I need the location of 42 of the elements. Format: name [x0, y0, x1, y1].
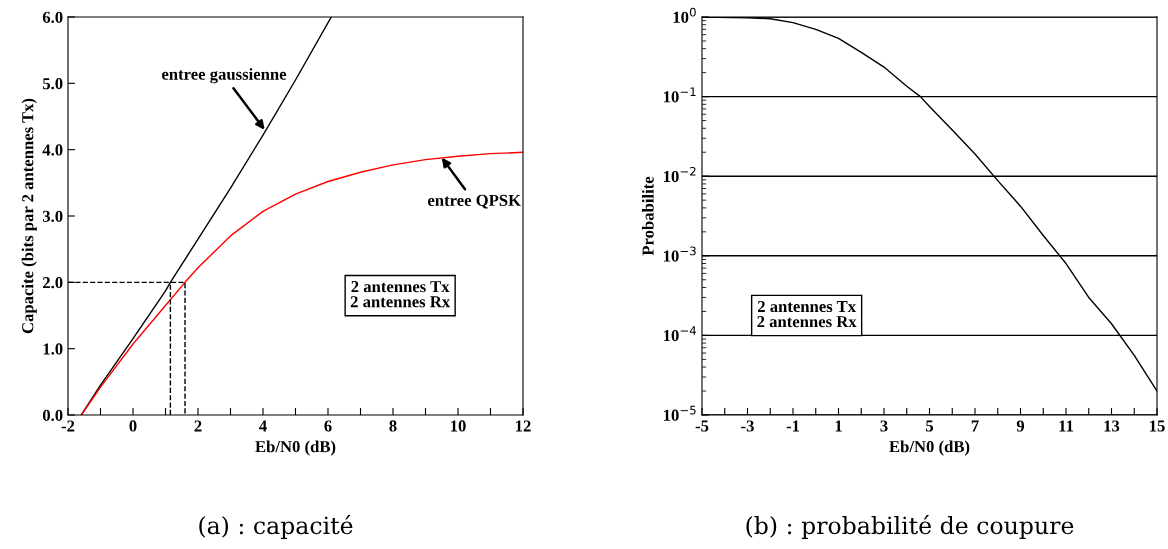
annotation: 2 antennes Tx 2 antennes Rx: [757, 300, 857, 328]
x-tick-label: 11: [1059, 420, 1074, 432]
x-tick-label: 3: [880, 420, 888, 432]
x-axis-title: Eb/N0 (dB): [255, 440, 336, 456]
x-tick-label: 10: [451, 420, 466, 432]
y-tick-label: 10$^{−1}$: [663, 87, 696, 103]
y-tick-label: 0.0: [42, 409, 63, 422]
x-tick-label: 7: [971, 420, 979, 432]
y-tick-label: 3.0: [42, 210, 63, 223]
x-tick-label: -1: [786, 420, 800, 432]
x-tick-label: 4: [259, 420, 267, 432]
text: (a) : capacité: [199, 515, 353, 539]
y-axis-title: Capacite (bits par 2 antennes Tx): [21, 98, 37, 334]
x-tick-label: 1: [835, 420, 842, 432]
y-axis-title: Probabilite: [641, 176, 654, 256]
annotation: entree gaussienne: [161, 68, 287, 84]
y-tick-label: 1.0: [43, 343, 63, 355]
x-tick-label: 8: [389, 420, 397, 432]
x-tick-label: 2: [194, 420, 202, 432]
x-tick-label: 12: [516, 420, 531, 432]
x-tick-label: 0: [129, 420, 137, 432]
y-tick-label: 10$^{−3}$: [663, 246, 696, 262]
y-tick-label: 4.0: [42, 144, 63, 156]
y-tick-label: 10$^{−5}$: [663, 405, 696, 421]
annotation: entree QPSK: [427, 194, 521, 209]
x-tick-label: -5: [695, 420, 709, 432]
text: (b) : probabilité de coupure: [746, 515, 1074, 539]
y-tick-label: 5.0: [42, 78, 63, 90]
y-tick-label: 10$^{0}$: [673, 7, 696, 23]
y-tick-label: 2.0: [43, 277, 63, 289]
y-tick-label: 10$^{−4}$: [663, 326, 697, 342]
y-tick-label: 10$^{−2}$: [663, 166, 696, 183]
x-tick-label: 15: [1150, 420, 1165, 432]
x-tick-label: 6: [324, 420, 332, 432]
x-tick-label: -3: [741, 420, 754, 432]
x-axis-title: Eb/N0 (dB): [889, 440, 970, 456]
x-tick-label: 5: [926, 420, 934, 432]
annotation: 2 antennes Tx 2 antennes Rx: [350, 281, 451, 308]
x-tick-label: -2: [61, 420, 75, 432]
x-tick-label: 13: [1104, 420, 1120, 432]
x-tick-label: 9: [1016, 420, 1025, 432]
y-tick-label: 6.0: [42, 11, 63, 24]
